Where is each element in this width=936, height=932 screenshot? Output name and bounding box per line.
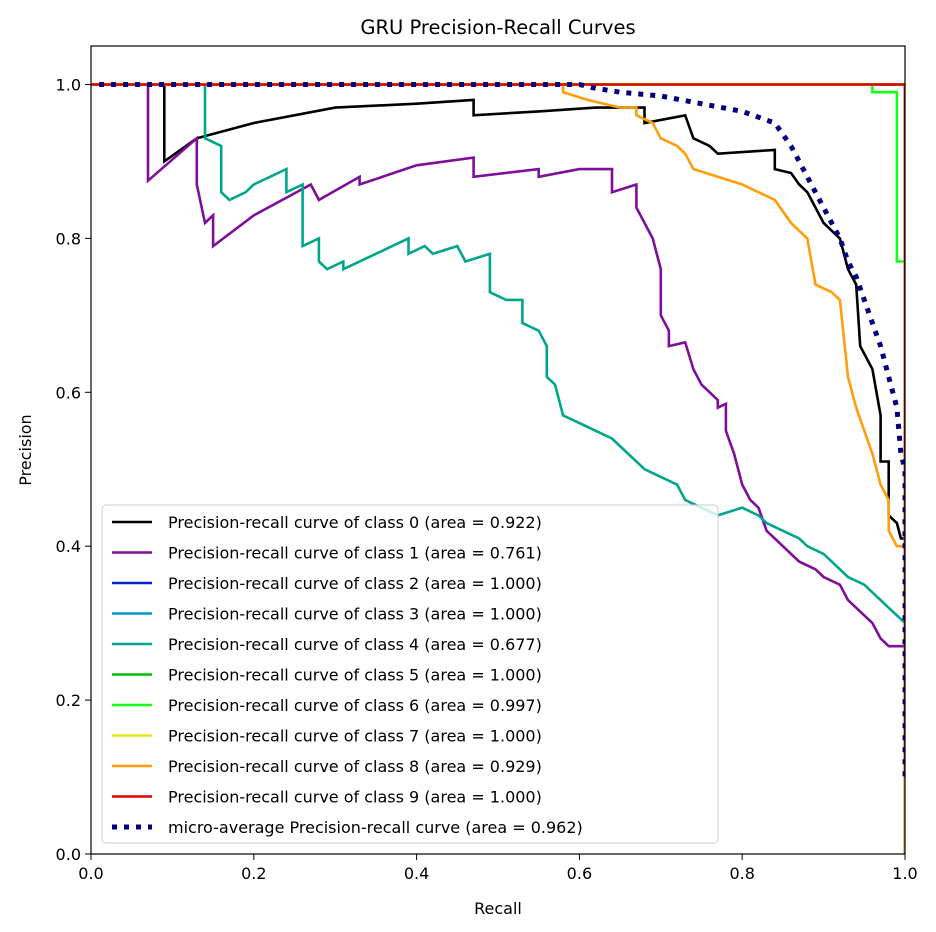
y-tick-label: 1.0 bbox=[56, 75, 81, 94]
y-tick-label: 0.8 bbox=[56, 229, 81, 248]
legend-entry-4: Precision-recall curve of class 4 (area … bbox=[168, 635, 542, 654]
legend-box bbox=[101, 504, 719, 844]
x-tick-label: 0.4 bbox=[404, 864, 429, 883]
legend-entry-7: Precision-recall curve of class 7 (area … bbox=[168, 727, 542, 746]
series-line-4 bbox=[91, 83, 905, 854]
x-axis-label: Recall bbox=[474, 899, 522, 918]
legend-entry-8: Precision-recall curve of class 8 (area … bbox=[168, 757, 542, 776]
series-line-8 bbox=[91, 83, 905, 854]
legend-entry-1: Precision-recall curve of class 1 (area … bbox=[168, 544, 542, 563]
series-layer bbox=[91, 82, 905, 854]
plot-area bbox=[91, 82, 905, 854]
series-line-0 bbox=[91, 83, 905, 854]
x-axis: 0.0 0.2 0.4 0.6 0.8 1.0 bbox=[78, 854, 918, 883]
legend-entry-10: micro-average Precision-recall curve (ar… bbox=[168, 818, 583, 837]
y-tick-label: 0.6 bbox=[56, 383, 81, 402]
legend-entry-5: Precision-recall curve of class 5 (area … bbox=[168, 666, 542, 685]
series-line-10 bbox=[99, 82, 905, 777]
y-axis-label: Precision bbox=[16, 414, 35, 485]
series-line-9 bbox=[91, 83, 905, 777]
series-line-1 bbox=[91, 83, 905, 854]
x-tick-label: 1.0 bbox=[892, 864, 917, 883]
x-tick-label: 0.8 bbox=[729, 864, 754, 883]
legend-entry-2: Precision-recall curve of class 2 (area … bbox=[168, 574, 542, 593]
y-tick-label: 0.4 bbox=[56, 537, 81, 556]
plot-frame bbox=[90, 45, 906, 855]
x-tick-label: 0.6 bbox=[567, 864, 592, 883]
chart-title: GRU Precision-Recall Curves bbox=[360, 16, 635, 39]
legend-entry-0: Precision-recall curve of class 0 (area … bbox=[168, 513, 542, 532]
y-tick-label: 0.0 bbox=[56, 845, 81, 864]
legend-entry-6: Precision-recall curve of class 6 (area … bbox=[168, 696, 542, 715]
x-tick-label: 0.0 bbox=[78, 864, 103, 883]
legend-entry-9: Precision-recall curve of class 9 (area … bbox=[168, 788, 542, 807]
y-axis: 0.0 0.2 0.4 0.6 0.8 1.0 bbox=[56, 75, 91, 864]
y-tick-label: 0.2 bbox=[56, 691, 81, 710]
legend-entry-3: Precision-recall curve of class 3 (area … bbox=[168, 605, 542, 624]
legend: Precision-recall curve of class 0 (area … bbox=[101, 504, 719, 844]
x-tick-label: 0.2 bbox=[241, 864, 266, 883]
